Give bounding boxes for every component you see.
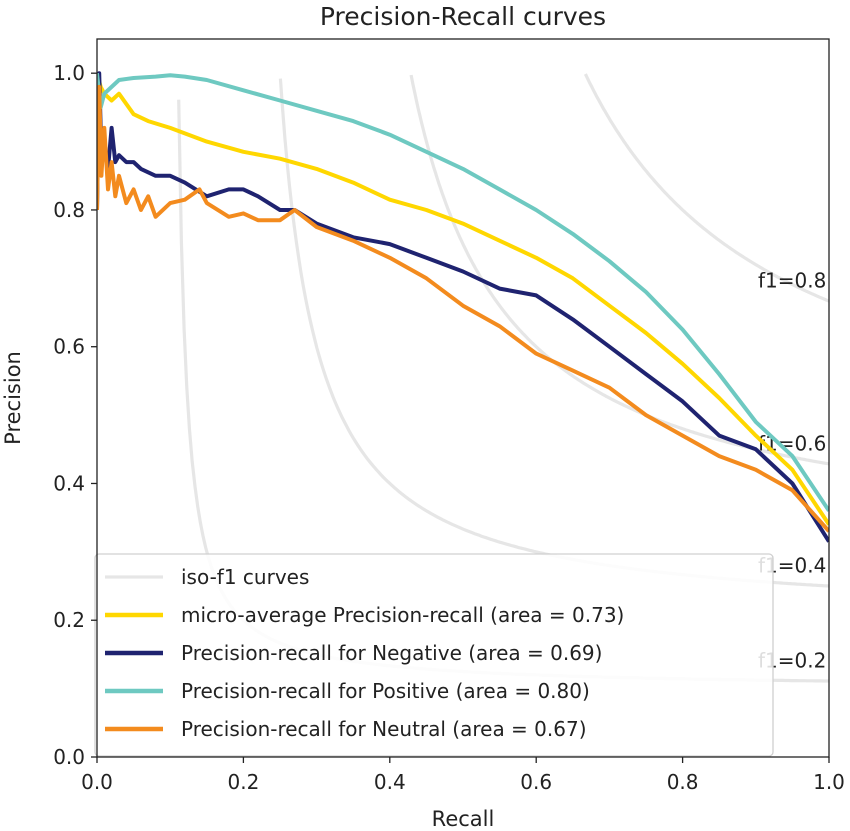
x-tick-label: 1.0 <box>813 770 845 794</box>
x-tick-label: 0.4 <box>374 770 406 794</box>
iso-f1-curve <box>278 78 829 588</box>
plot-frame <box>96 38 830 758</box>
x-tick-label: 0.6 <box>520 770 552 794</box>
y-tick-label: 0.6 <box>53 335 85 359</box>
legend-label: iso-f1 curves <box>181 565 309 589</box>
legend-label: Precision-recall for Neutral (area = 0.6… <box>181 717 587 741</box>
y-tick-label: 0.8 <box>53 198 85 222</box>
legend-label: Precision-recall for Positive (area = 0.… <box>181 679 590 703</box>
x-axis-ticks: 0.0 0.2 0.4 0.6 0.8 1.0 <box>81 757 845 794</box>
x-tick-label: 0.2 <box>227 770 259 794</box>
chart-title: Precision-Recall curves <box>320 2 606 31</box>
y-tick-label: 0.0 <box>53 745 85 769</box>
iso-f1-label: f1=0.8 <box>758 268 826 292</box>
y-axis-label: Precision <box>1 351 25 445</box>
y-tick-label: 0.2 <box>53 608 85 632</box>
x-tick-label: 0.0 <box>81 770 113 794</box>
series-line-3 <box>97 72 829 512</box>
legend: iso-f1 curves micro-average Precision-rec… <box>94 553 774 757</box>
y-tick-label: 1.0 <box>53 61 85 85</box>
legend-label: Precision-recall for Negative (area = 0.… <box>181 641 602 665</box>
y-tick-label: 0.4 <box>53 471 85 495</box>
legend-box <box>94 553 774 757</box>
series-line-4 <box>97 84 829 533</box>
x-tick-label: 0.8 <box>667 770 699 794</box>
series-line-1 <box>97 72 829 526</box>
x-axis-label: Recall <box>432 807 495 831</box>
iso-f1-curve <box>583 73 829 303</box>
series-layer <box>97 71 829 543</box>
legend-label: micro-average Precision-recall (area = 0… <box>181 603 624 627</box>
y-axis-ticks: 0.0 0.2 0.4 0.6 0.8 1.0 <box>53 61 97 769</box>
series-line-2 <box>97 71 829 543</box>
